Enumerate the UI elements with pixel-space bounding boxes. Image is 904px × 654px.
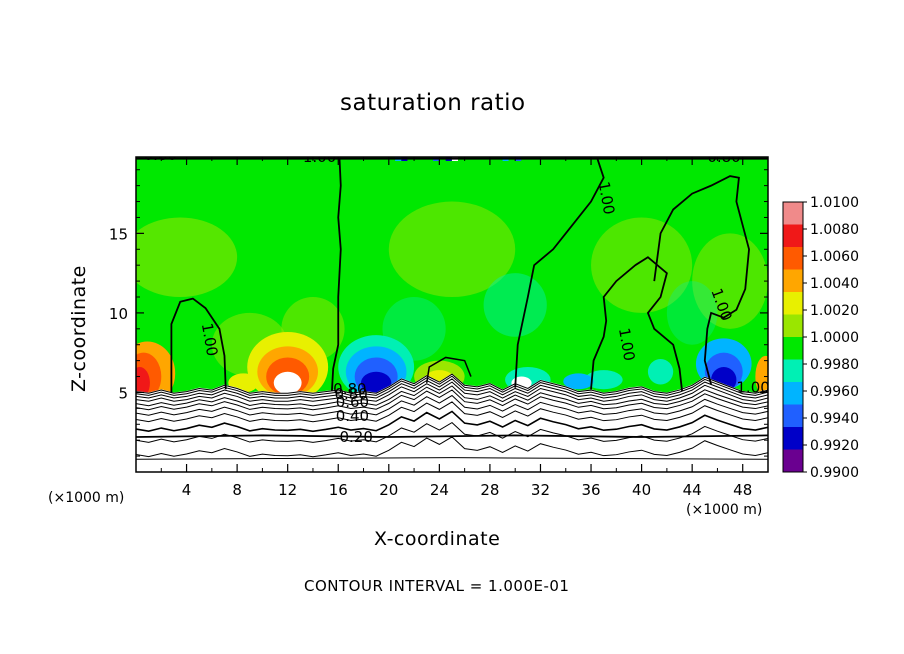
x-tick-label: 20 [379,481,398,499]
contour-line [136,457,768,460]
colorbar-swatch [783,269,803,293]
contour-line [136,421,768,443]
contour-label: 0.20 [340,428,373,446]
x-multiplier-left: (×1000 m) [48,490,125,506]
contour-label: 1.00 [595,180,619,216]
colorbar-swatch [783,292,803,315]
saturation-field [136,157,768,472]
contour-label: 1.00 [303,148,336,166]
contour-line [136,373,768,394]
contour-line-020 [136,434,768,438]
contour-line-100 [170,297,227,393]
contour-line [136,385,768,407]
x-tick-label: 24 [430,481,449,499]
colorbar-swatch [783,359,803,383]
contour-label: 1.00 [736,378,769,396]
contour-interval-note: CONTOUR INTERVAL = 1.000E-01 [304,577,570,595]
colorbar-label: 1.0100 [810,195,859,211]
field-blob [647,359,674,385]
colorbar-label: 0.9980 [810,357,859,373]
field-blob [136,217,238,297]
y-tick-label: 5 [118,384,128,402]
y-axis-label: Z-coordinate [68,265,90,392]
colorbar-label: 0.9940 [810,411,859,427]
chart-title: saturation ratio [340,90,526,116]
colorbar-swatch [783,224,803,248]
field-blob [136,367,150,399]
field-blob [755,355,768,398]
x-tick-label: 16 [329,481,348,499]
x-tick-label: 4 [182,481,192,499]
contour-label: 1.00 [615,326,639,362]
colorbar-label: 1.0060 [810,249,859,265]
x-tick-label: 12 [278,481,297,499]
x-tick-label: 8 [232,481,242,499]
colorbar-swatch [783,427,803,450]
field-blob [273,371,302,395]
contour-line-100 [590,256,683,391]
field-blob [666,281,718,345]
colorbar-swatch [783,247,803,270]
contour-line-100 [331,158,342,391]
colorbar-swatch [783,202,803,225]
contour-line [136,394,768,416]
x-tick-label: 44 [683,481,702,499]
x-axis-label: X-coordinate [374,528,501,550]
plot-frame [135,156,769,473]
colorbar-label: 1.0000 [810,330,859,346]
contour-line-100 [425,356,472,384]
colorbar-label: 0.9960 [810,384,859,400]
field-blob [563,373,594,390]
contour-label: 0.40 [336,407,369,425]
field-blob [591,217,693,313]
colorbar-label: 0.9920 [810,438,859,454]
contour-line [136,378,768,399]
colorbar-swatch [783,314,803,338]
y-tick-label: 10 [109,305,128,323]
contour-label: 0.80 [707,148,740,166]
contour-line [136,401,768,423]
field-blob [360,371,392,395]
x-multiplier-right: (×1000 m) [686,502,763,518]
colorbar: 1.0100 1.0080 1.0060 1.0040 1.0020 1.0000 0.99… [782,195,859,481]
colorbar-swatch [783,382,803,405]
colorbar-label: 1.0020 [810,303,859,319]
colorbar-label: 1.0040 [810,276,859,292]
field-blob [584,370,623,390]
colorbar-swatch [783,404,803,428]
field-blob [483,273,547,337]
x-tick-label: 36 [581,481,600,499]
contour-lines: 0.80 1.00 0.801.001.00 1.001.001.000.800.60… [136,146,769,460]
x-tick-label: 40 [632,481,651,499]
contour-label: 0.80 [333,380,366,398]
y-tick-label: 15 [109,225,128,243]
colorbar-label: 0.9900 [810,465,859,481]
contour-line [136,381,768,402]
contour-line-100 [653,175,750,385]
contour-line [136,375,768,396]
contour-label: 0.80 [144,146,177,164]
contour-line [136,389,768,411]
contour-label: 0.80 [334,385,367,403]
contour-line-100 [514,158,605,388]
x-tick-label: 28 [480,481,499,499]
colorbar-swatch [783,449,803,473]
field-blob [388,201,516,297]
contour-label: 0.60 [336,393,369,411]
contour-label: 1.00 [198,322,222,358]
contour-line [136,410,768,433]
colorbar-label: 1.0080 [810,222,859,238]
x-tick-label: 48 [733,481,752,499]
colorbar-swatch [783,337,803,360]
x-tick-label: 32 [531,481,550,499]
